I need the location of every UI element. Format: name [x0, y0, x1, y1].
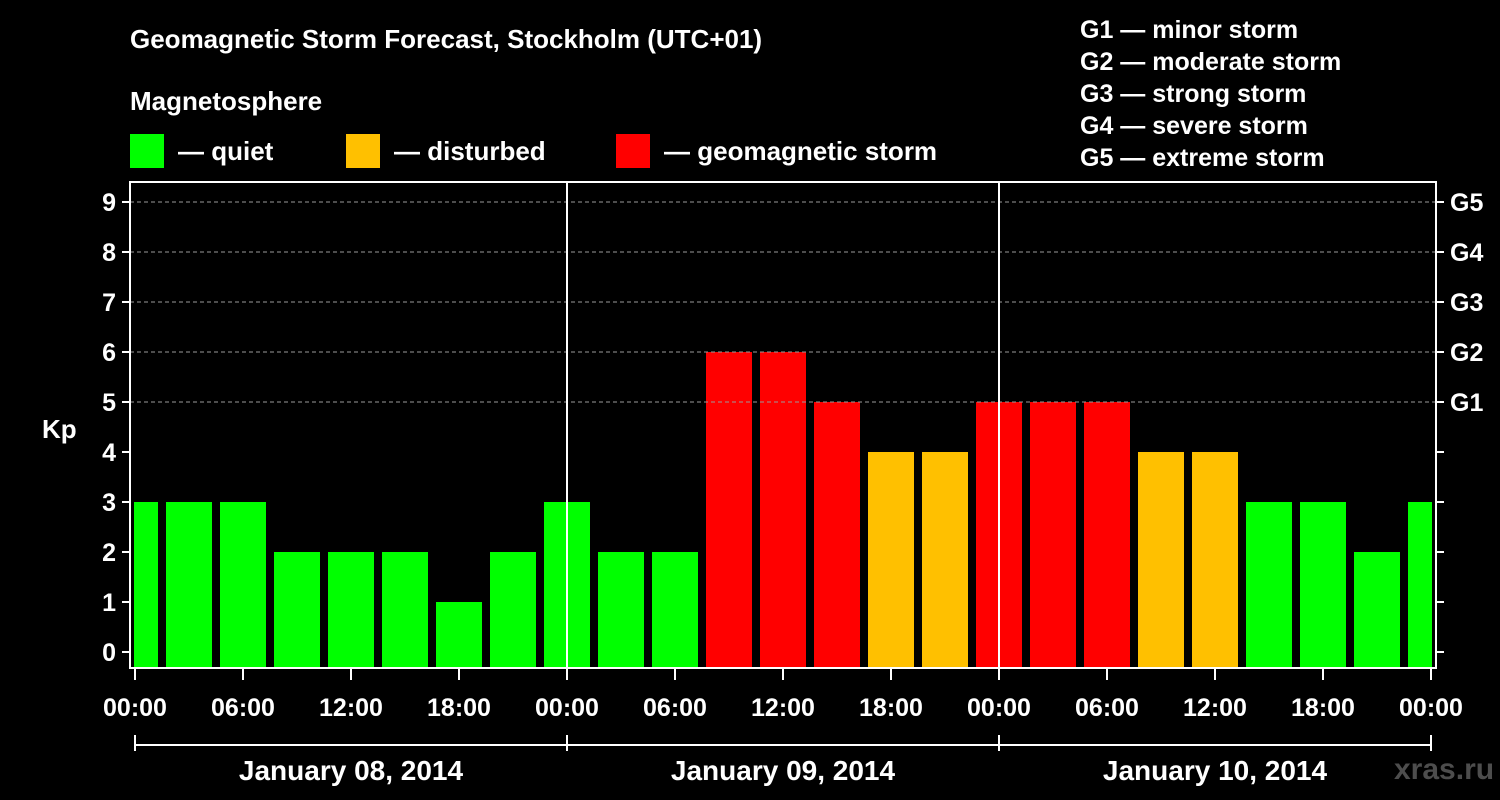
legend-label-disturbed: — disturbed — [394, 135, 546, 166]
x-tick-label-8: 00:00 — [967, 694, 1031, 722]
chart-title: Geomagnetic Storm Forecast, Stockholm (U… — [130, 24, 763, 54]
legend-disturbed: — disturbed — [346, 134, 546, 168]
y-tick-label-0: 0 — [102, 639, 116, 667]
legend-swatch-storm — [616, 134, 650, 168]
y-axis-label: Kp — [42, 414, 77, 444]
x-tick-label-1: 06:00 — [211, 694, 275, 722]
legend-label-quiet: — quiet — [178, 135, 274, 166]
storm-scale-legend: G1 — minor storm G2 — moderate storm G3 … — [1080, 14, 1341, 174]
x-tick-label-6: 12:00 — [751, 694, 815, 722]
y-tick-label-7: 7 — [102, 289, 116, 317]
y-tick-label-5: 5 — [102, 389, 116, 417]
g-tick-label-g1: G1 — [1450, 389, 1483, 417]
y-tick-label-9: 9 — [102, 189, 116, 217]
bar-10 — [652, 552, 698, 668]
x-tick-label-11: 18:00 — [1291, 694, 1355, 722]
bar-6 — [436, 602, 482, 668]
legend-label-storm: — geomagnetic storm — [664, 135, 938, 166]
bar-3 — [274, 552, 320, 668]
bar-1 — [166, 502, 212, 668]
chart-subtitle: Magnetosphere — [130, 86, 323, 116]
legend-storm: — geomagnetic storm — [616, 134, 937, 168]
bar-15 — [922, 452, 968, 668]
x-tick-label-3: 18:00 — [427, 694, 491, 722]
bar-9 — [598, 552, 644, 668]
x-tick-label-2: 12:00 — [319, 694, 383, 722]
bar-24 — [1408, 502, 1432, 668]
bar-18 — [1084, 402, 1130, 668]
bar-11 — [706, 352, 752, 668]
x-tick-label-9: 06:00 — [1075, 694, 1139, 722]
legend-quiet: — quiet — [130, 134, 273, 168]
bar-13 — [814, 402, 860, 668]
bar-21 — [1246, 502, 1292, 668]
bar-2 — [220, 502, 266, 668]
bar-14 — [868, 452, 914, 668]
y-tick-label-4: 4 — [102, 439, 116, 467]
date-label-0: January 08, 2014 — [239, 755, 464, 786]
storm-scale-g5: G5 — extreme storm — [1080, 144, 1325, 172]
bar-12 — [760, 352, 806, 668]
g-tick-label-g4: G4 — [1450, 239, 1483, 267]
x-tick-label-5: 06:00 — [643, 694, 707, 722]
storm-scale-g3: G3 — strong storm — [1080, 80, 1307, 108]
bar-0 — [134, 502, 158, 668]
bar-19 — [1138, 452, 1184, 668]
g-tick-label-g5: G5 — [1450, 189, 1483, 217]
watermark: xras.ru — [1394, 753, 1495, 786]
g-tick-label-g3: G3 — [1450, 289, 1483, 317]
y-tick-label-6: 6 — [102, 339, 116, 367]
g-tick-label-g2: G2 — [1450, 339, 1483, 367]
bar-20 — [1192, 452, 1238, 668]
legend-swatch-quiet — [130, 134, 164, 168]
bar-4 — [328, 552, 374, 668]
x-tick-label-4: 00:00 — [535, 694, 599, 722]
storm-scale-g4: G4 — severe storm — [1080, 112, 1308, 140]
y-tick-label-8: 8 — [102, 239, 116, 267]
storm-scale-g1: G1 — minor storm — [1080, 16, 1299, 44]
y-tick-label-3: 3 — [102, 489, 116, 517]
bar-5 — [382, 552, 428, 668]
storm-scale-g2: G2 — moderate storm — [1080, 48, 1342, 76]
y-tick-label-1: 1 — [102, 589, 116, 617]
bar-22 — [1300, 502, 1346, 668]
legend-swatch-disturbed — [346, 134, 380, 168]
y-tick-label-2: 2 — [102, 539, 116, 567]
date-label-2: January 10, 2014 — [1103, 755, 1328, 786]
x-tick-label-10: 12:00 — [1183, 694, 1247, 722]
x-tick-label-0: 00:00 — [103, 694, 167, 722]
x-tick-label-12: 00:00 — [1399, 694, 1463, 722]
bar-7 — [490, 552, 536, 668]
x-tick-label-7: 18:00 — [859, 694, 923, 722]
date-label-1: January 09, 2014 — [671, 755, 896, 786]
bar-17 — [1030, 402, 1076, 668]
bar-23 — [1354, 552, 1400, 668]
